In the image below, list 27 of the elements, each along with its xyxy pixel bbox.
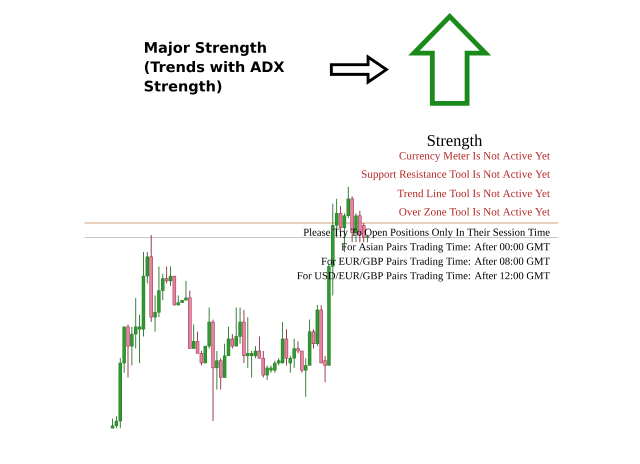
text: Currency Meter Is Not Active Yet (399, 152, 550, 162)
candlestick (126, 324, 130, 378)
candlestick (234, 307, 238, 347)
candlestick (168, 266, 172, 286)
candlestick (250, 350, 254, 378)
candlestick (215, 350, 219, 390)
text: Over Zone Tool Is Not Active Yet (399, 208, 550, 216)
candlestick (265, 365, 269, 381)
candlestick (230, 334, 234, 350)
text: Strength (428, 134, 482, 150)
candlestick (262, 350, 265, 378)
candlestick (184, 280, 188, 301)
candlestick (312, 328, 316, 350)
candlestick (246, 316, 250, 368)
text: Support Resistance Tool Is Not Active Yet (362, 170, 550, 180)
candlestick (176, 295, 180, 306)
candlestick (192, 324, 196, 350)
candlestick (292, 338, 296, 368)
candlestick (164, 266, 168, 284)
candlestick (284, 328, 288, 366)
candlestick (110, 418, 114, 429)
candlestick (219, 358, 222, 390)
candlestick (238, 307, 242, 344)
chart-title: Major Strength (Trends with ADX Strength) (144, 42, 284, 95)
candlestick (273, 360, 277, 374)
text: Trend Line Tool Is Not Active Yet (398, 190, 550, 198)
candlestick (130, 326, 134, 366)
